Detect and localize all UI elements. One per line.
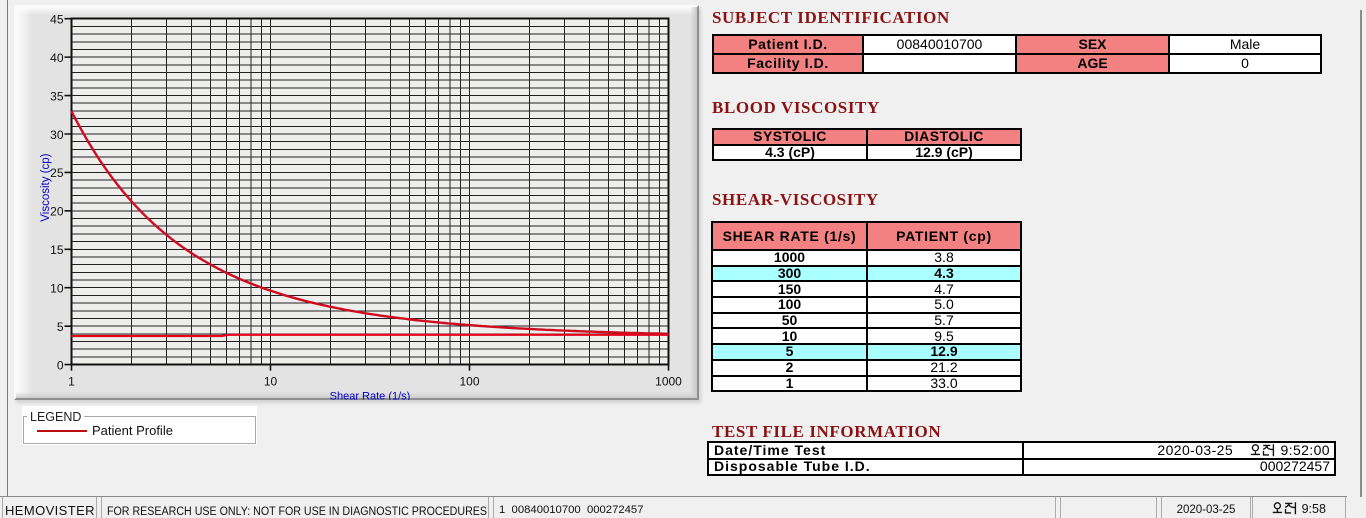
svg-text:100: 100 xyxy=(459,375,479,389)
svg-text:45: 45 xyxy=(50,13,64,27)
svg-text:5: 5 xyxy=(57,320,64,334)
svg-text:15: 15 xyxy=(50,243,64,257)
svg-text:0: 0 xyxy=(57,358,64,372)
svg-text:Shear Rate (1/s): Shear Rate (1/s) xyxy=(330,391,411,400)
svg-text:35: 35 xyxy=(50,89,64,103)
svg-text:30: 30 xyxy=(50,128,64,142)
svg-text:10: 10 xyxy=(50,282,64,296)
svg-text:25: 25 xyxy=(50,166,64,180)
svg-text:40: 40 xyxy=(50,51,64,65)
svg-text:20: 20 xyxy=(50,205,64,219)
svg-text:10: 10 xyxy=(264,375,278,389)
svg-text:1000: 1000 xyxy=(655,375,682,389)
svg-text:Viscosity (cp): Viscosity (cp) xyxy=(40,153,52,221)
svg-text:1: 1 xyxy=(68,375,75,389)
